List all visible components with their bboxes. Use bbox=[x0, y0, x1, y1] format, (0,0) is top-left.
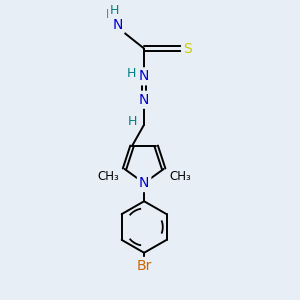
Text: N: N bbox=[139, 176, 149, 190]
Text: N: N bbox=[112, 18, 123, 32]
Text: CH₃: CH₃ bbox=[169, 170, 191, 183]
Text: H: H bbox=[110, 4, 119, 17]
Text: CH₃: CH₃ bbox=[98, 170, 119, 183]
Text: N: N bbox=[139, 69, 149, 83]
Text: N: N bbox=[139, 69, 149, 83]
Text: H: H bbox=[127, 67, 136, 80]
Text: Br: Br bbox=[136, 259, 152, 273]
Text: H: H bbox=[128, 115, 137, 128]
Text: H: H bbox=[110, 4, 119, 17]
Text: S: S bbox=[183, 41, 192, 56]
Text: H: H bbox=[128, 115, 137, 128]
Text: N: N bbox=[139, 93, 149, 107]
Text: N: N bbox=[139, 93, 149, 107]
Text: H: H bbox=[127, 67, 136, 80]
Text: H: H bbox=[106, 8, 115, 21]
Text: S: S bbox=[183, 41, 192, 56]
Text: N: N bbox=[112, 18, 123, 32]
Text: Br: Br bbox=[136, 259, 152, 273]
Text: CH₃: CH₃ bbox=[169, 170, 191, 183]
Text: CH₃: CH₃ bbox=[98, 170, 119, 183]
Text: N: N bbox=[110, 18, 120, 32]
Text: N: N bbox=[139, 176, 149, 190]
